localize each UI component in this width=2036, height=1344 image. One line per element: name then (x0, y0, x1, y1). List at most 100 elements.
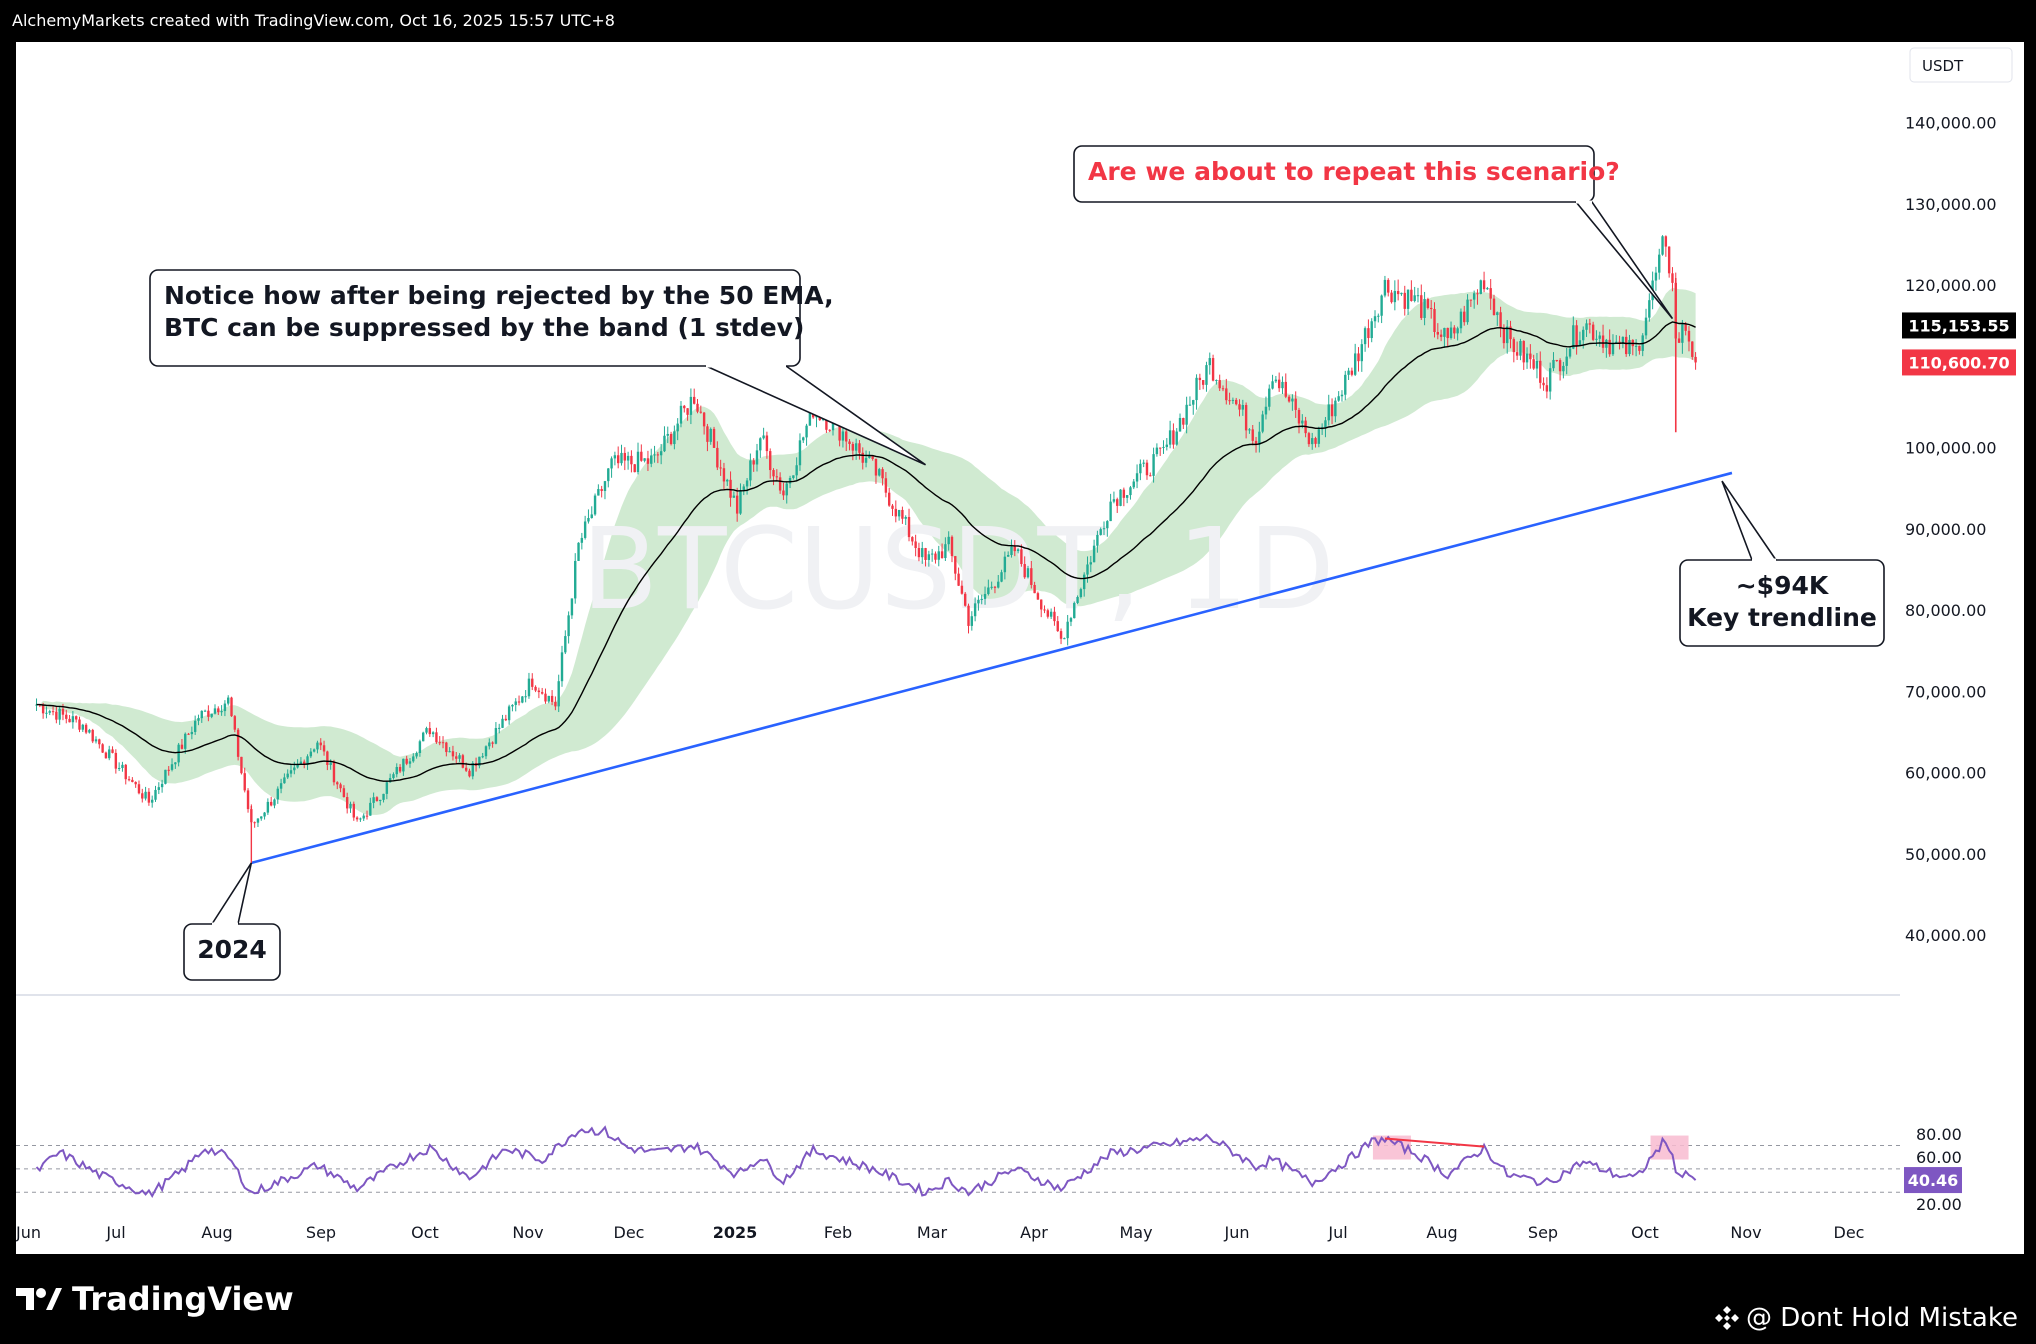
candle-body (51, 711, 55, 713)
candle-body (1165, 444, 1169, 447)
candle-body (1433, 309, 1436, 333)
candle-body (240, 756, 243, 774)
candle-body (610, 458, 613, 469)
candle-body (1235, 399, 1238, 405)
price-chart[interactable]: BTCUSDT, 1D 40,000.00 50,000.00 60,000.00 70… (16, 42, 2024, 1254)
candle-body (326, 751, 329, 766)
candle-body (831, 418, 835, 431)
price-tag-dark: 115,153.55 (1902, 312, 2016, 339)
candle-body (564, 636, 567, 653)
candle-body (574, 560, 577, 599)
candle-body (1621, 336, 1625, 343)
candle-body (131, 779, 134, 782)
candle-body (712, 428, 716, 448)
std-dev-band (36, 287, 1696, 815)
candle-body (84, 724, 88, 733)
annotation-text: Key trendline (1687, 603, 1877, 632)
candle-body (1291, 398, 1294, 402)
candle-body (1532, 359, 1535, 369)
candle-body (1601, 335, 1605, 348)
candle-body (699, 411, 703, 413)
candle-body (983, 593, 987, 599)
candle-body (359, 818, 362, 820)
time-tick-label: Sep (306, 1223, 336, 1242)
candle-body (104, 752, 108, 759)
candle-body (1225, 388, 1228, 401)
candle-body (977, 599, 980, 604)
candle-body (577, 542, 580, 561)
candle-body (858, 443, 861, 453)
annotation-text: 2024 (197, 935, 267, 964)
candle-body (1277, 379, 1281, 389)
candle-body (233, 716, 237, 730)
time-tick-label: Dec (614, 1223, 645, 1242)
candle-body (1192, 400, 1195, 405)
candle-body (1205, 365, 1208, 385)
attribution-text: @ Dont Hold Mistake (1745, 1303, 2018, 1333)
candle-body (1459, 311, 1463, 329)
candle-body (1149, 475, 1152, 477)
candle-body (887, 492, 891, 506)
candle-body (180, 744, 184, 749)
candle-body (1525, 353, 1529, 363)
time-tick-label: Feb (824, 1223, 852, 1242)
candle-body (1446, 327, 1449, 339)
annotation-text: Notice how after being rejected by the 5… (164, 281, 834, 310)
time-tick-label: 2025 (713, 1223, 758, 1242)
candle-body (1476, 293, 1479, 295)
candle-body (494, 728, 498, 744)
candle-body (316, 742, 319, 750)
time-tick-label: Jun (1224, 1223, 1250, 1242)
candle-body (1515, 352, 1519, 356)
candle-body (1522, 341, 1525, 363)
candle-body (517, 701, 521, 703)
candle-body (550, 695, 554, 702)
candle-body (646, 458, 650, 464)
candle-body (891, 505, 894, 509)
candle-body (1198, 377, 1202, 381)
candle-body (1053, 611, 1056, 622)
candle-body (445, 742, 448, 753)
candle-body (1393, 291, 1397, 303)
candle-body (1142, 462, 1145, 464)
annotation-note-ema: Notice how after being rejected by the 5… (149, 269, 927, 466)
candle-body (1568, 348, 1572, 357)
candle-body (884, 478, 888, 493)
rsi-tick-label: 60.00 (1916, 1148, 1962, 1167)
candle-body (303, 761, 306, 765)
price-tick-label: 70,000.00 (1905, 682, 1986, 701)
candle-body (1106, 521, 1109, 529)
candle-body (616, 455, 620, 464)
candle-body (643, 458, 646, 461)
ema-50-line (36, 321, 1696, 782)
candle-body (1327, 404, 1330, 421)
candle-body (243, 773, 246, 791)
candle-body (603, 481, 607, 492)
candle-body (1512, 339, 1516, 353)
candle-body (630, 455, 633, 465)
candle-body (557, 681, 560, 707)
candle-body (1423, 298, 1426, 318)
candle-body (1373, 316, 1377, 322)
candle-body (924, 548, 927, 560)
candle-body (851, 443, 855, 451)
candle-body (1231, 399, 1235, 401)
candle-body (375, 797, 379, 802)
candle-body (1648, 300, 1651, 318)
candle-body (1548, 368, 1552, 392)
price-tag-red: 110,600.70 (1902, 349, 2016, 376)
candle-body (41, 704, 45, 714)
tradingview-logo[interactable]: TradingView (16, 1280, 294, 1318)
candle-body (256, 818, 260, 823)
chart-panel[interactable]: BTCUSDT, 1D 40,000.00 50,000.00 60,000.00 70… (16, 42, 2024, 1254)
candle-body (164, 769, 167, 784)
candle-body (355, 817, 359, 820)
candle-body (802, 437, 805, 441)
candle-body (967, 605, 970, 626)
candle-body (676, 423, 679, 432)
candle-body (1221, 388, 1225, 390)
candle-body (861, 452, 864, 463)
currency-selector[interactable]: USDT (1909, 47, 2013, 83)
candle-body (1555, 359, 1558, 361)
candle-body (1010, 546, 1013, 555)
